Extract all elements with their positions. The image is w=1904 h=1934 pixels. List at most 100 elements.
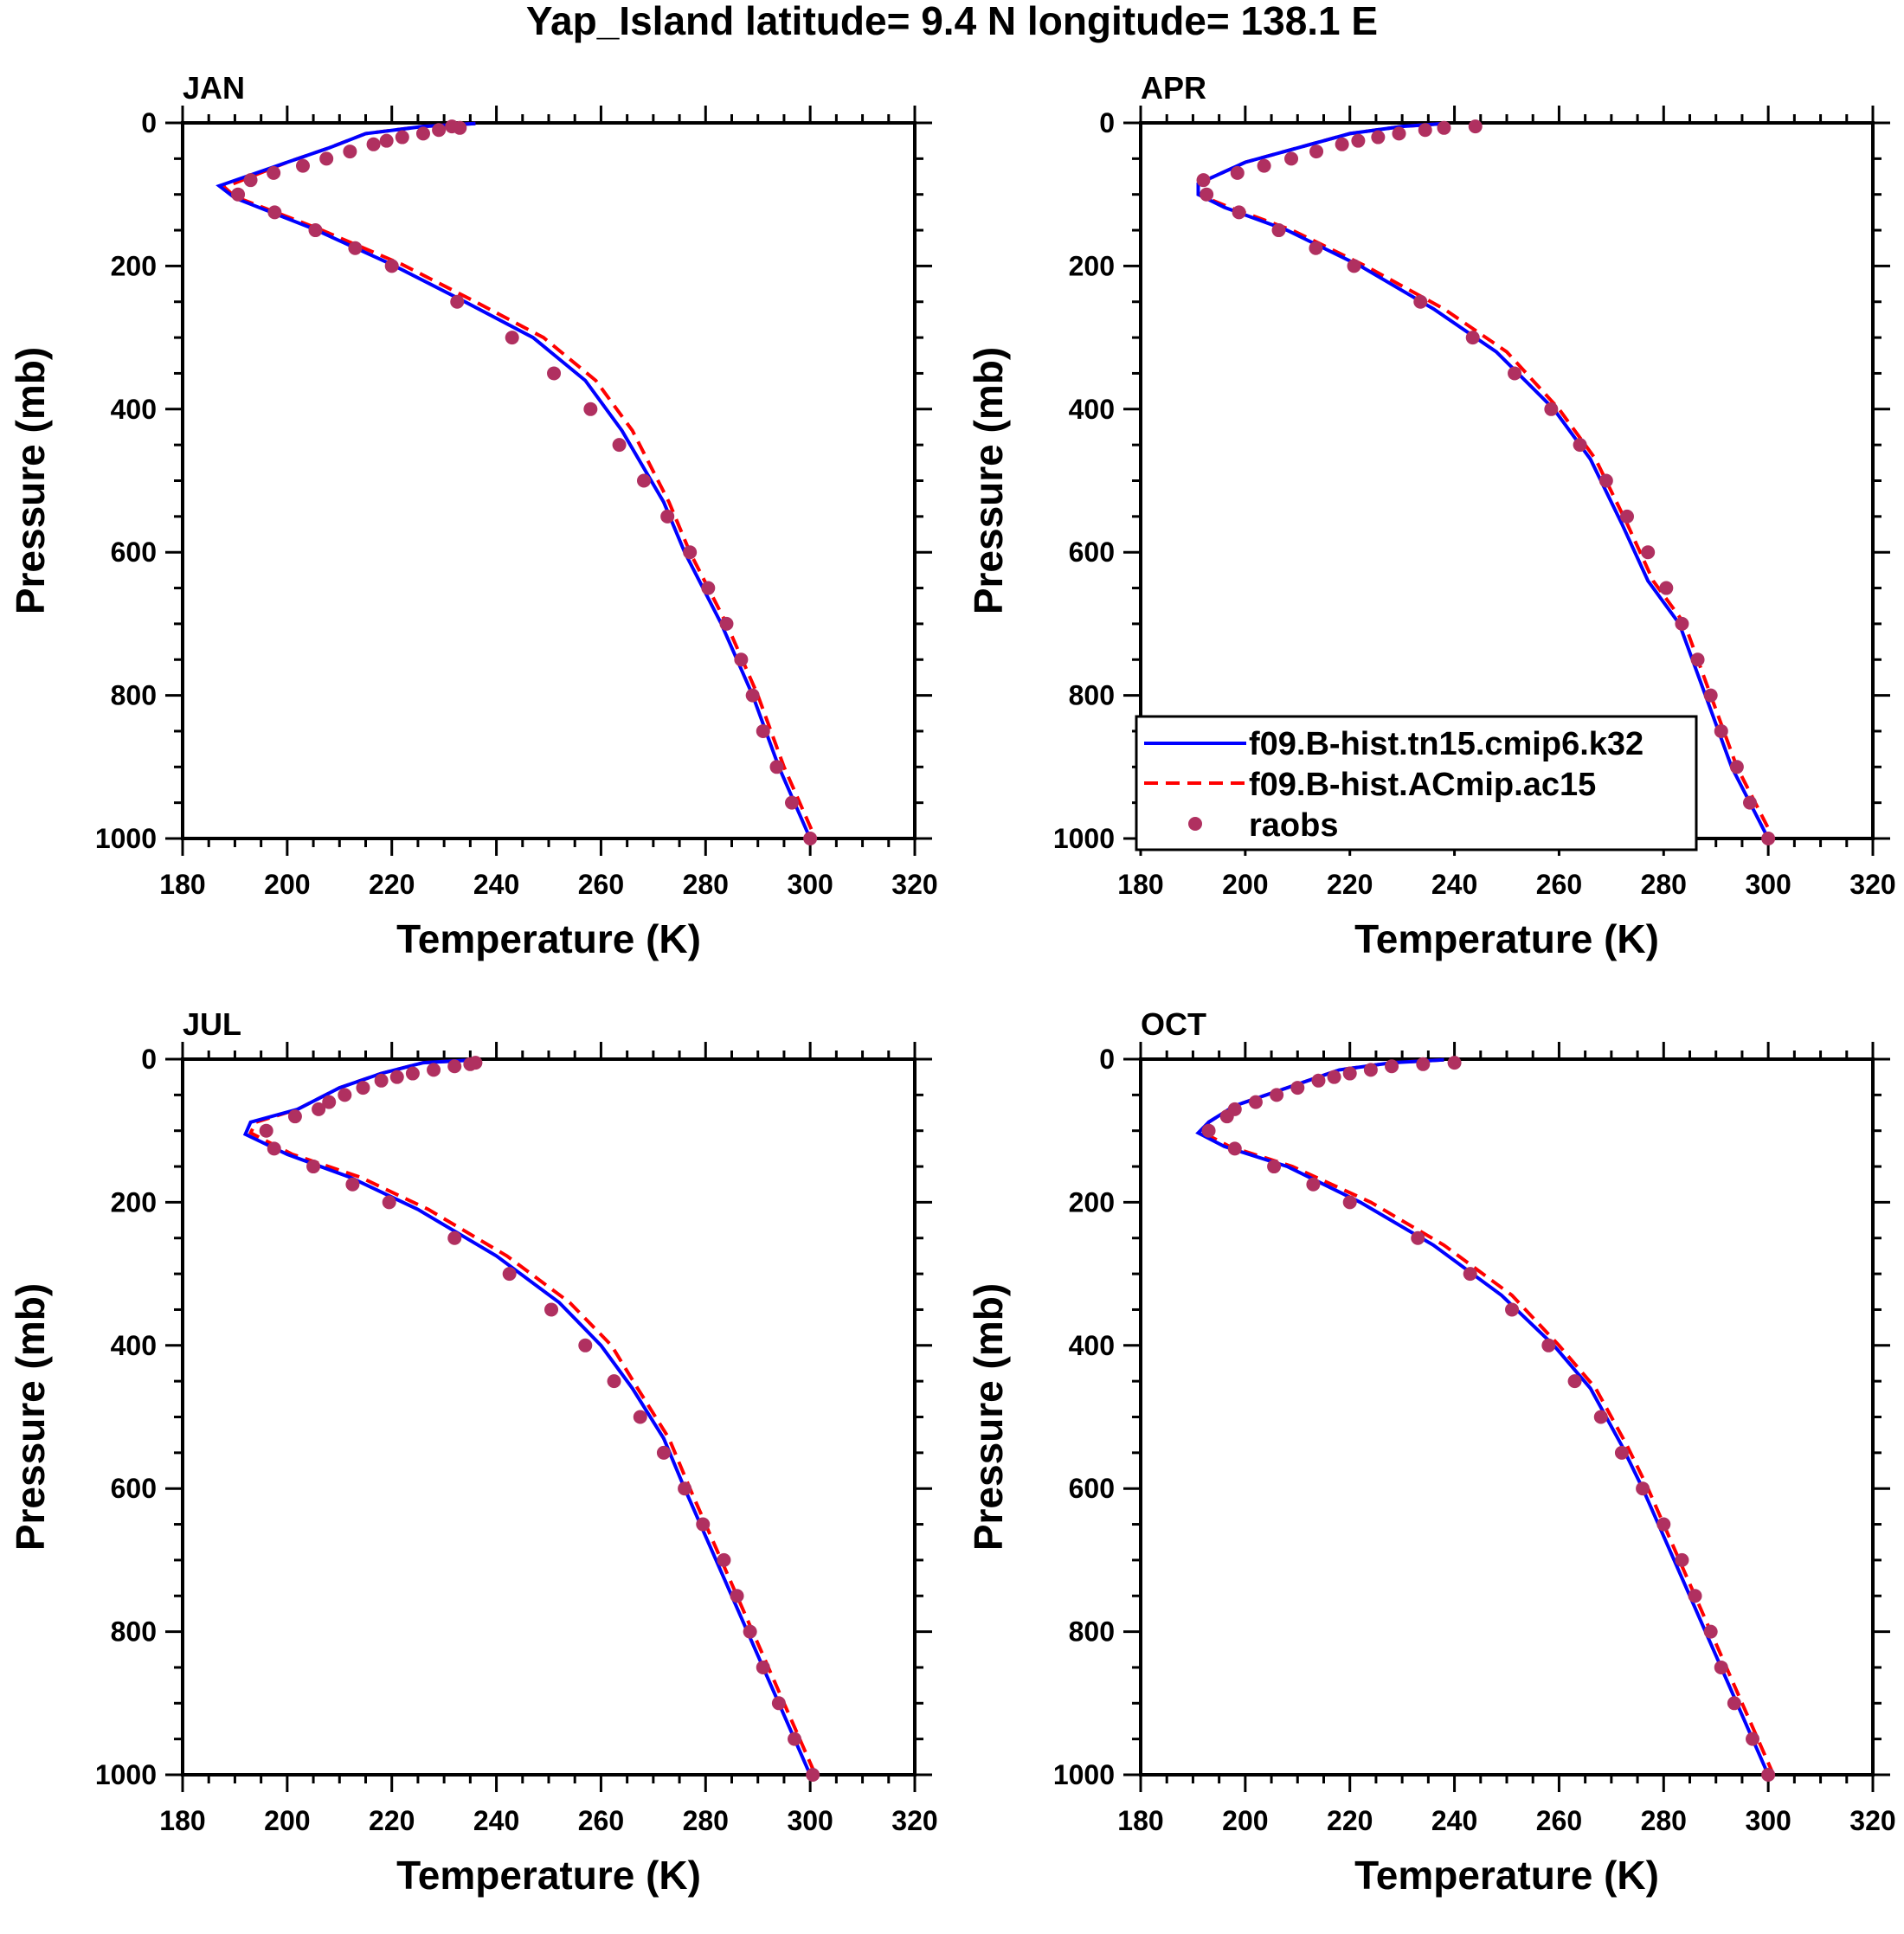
y-tick-label: 1000 [1053, 1759, 1115, 1790]
raobs-point [1761, 832, 1776, 845]
x-tick-label: 320 [891, 1805, 937, 1836]
raobs-point [267, 1141, 281, 1156]
raobs-point [1271, 223, 1286, 238]
x-tick-label: 220 [369, 869, 415, 900]
y-tick-label: 400 [111, 1330, 157, 1361]
raobs-point [382, 1195, 396, 1210]
x-tick-label: 260 [578, 1805, 624, 1836]
raobs-point [1257, 158, 1271, 173]
raobs-point [1327, 1070, 1341, 1084]
series-line-ac15 [1200, 1057, 1776, 1776]
raobs-point [1567, 1374, 1582, 1389]
x-tick-label: 240 [473, 869, 519, 900]
x-tick-label: 320 [891, 869, 937, 900]
panel-oct: 180 200 220 240 260 280 300 320 0 200 400 600 800 100… [966, 1006, 1896, 1898]
raobs-point [405, 1066, 420, 1081]
raobs-point [1309, 241, 1323, 255]
x-tick-label: 180 [159, 869, 205, 900]
x-tick-label: 200 [1222, 1805, 1268, 1836]
y-axis-title: Pressure (mb) [8, 347, 53, 614]
raobs-point [1347, 259, 1361, 273]
x-tick-label: 220 [1327, 1805, 1373, 1836]
raobs-point [445, 119, 460, 134]
x-tick-label: 240 [473, 1805, 519, 1836]
x-tick-label: 180 [1117, 1805, 1163, 1836]
raobs-point [1227, 1141, 1242, 1156]
raobs-point [1200, 187, 1214, 202]
panel-jan: 180 200 220 240 260 280 300 320 0 200 400 600 800 100… [8, 70, 938, 961]
raobs-point [356, 1081, 370, 1096]
raobs-point [730, 1589, 744, 1603]
raobs-point [1342, 1066, 1357, 1081]
x-tick-label: 320 [1849, 869, 1895, 900]
raobs-point [1284, 151, 1299, 166]
raobs-point [544, 1302, 559, 1317]
raobs-point [348, 241, 363, 255]
x-axis-title: Temperature (K) [1354, 916, 1659, 961]
x-axis-title: Temperature (K) [396, 1853, 701, 1898]
y-axis-title: Pressure (mb) [966, 1283, 1011, 1551]
raobs-point [1270, 1088, 1284, 1102]
x-tick-label: 200 [264, 869, 310, 900]
raobs-point [384, 259, 399, 273]
raobs-point [1447, 1056, 1462, 1070]
raobs-point [1267, 1160, 1282, 1174]
y-tick-label: 400 [1069, 394, 1115, 425]
raobs-point [343, 145, 357, 159]
plot-frame [181, 121, 917, 840]
x-axis-title: Temperature (K) [396, 916, 701, 961]
x-tick-label: 280 [1641, 869, 1687, 900]
y-tick-label: 1000 [1053, 823, 1115, 854]
legend-box [1135, 715, 1698, 851]
raobs-point [1505, 1302, 1520, 1317]
y-tick-label: 0 [1099, 107, 1115, 138]
raobs-point [1675, 1552, 1689, 1567]
x-tick-label: 240 [1431, 1805, 1477, 1836]
panel-label: APR [1141, 70, 1206, 106]
chart-title: Yap_Island latitude= 9.4 N longitude= 13… [526, 0, 1378, 43]
panel-label: JAN [183, 70, 245, 106]
raobs-point [633, 1410, 647, 1424]
raobs-point [1636, 1481, 1650, 1496]
raobs-point [1248, 1095, 1263, 1109]
raobs-point [1619, 509, 1634, 524]
y-tick-label: 200 [1069, 250, 1115, 281]
y-tick-label: 800 [111, 1616, 157, 1648]
y-tick-label: 800 [1069, 1616, 1115, 1648]
x-tick-label: 280 [683, 869, 729, 900]
y-axis-title: Pressure (mb) [8, 1283, 53, 1551]
y-tick-label: 0 [141, 1044, 157, 1075]
series-line-ac15 [248, 1057, 818, 1776]
raobs-point [1201, 1123, 1216, 1138]
raobs-point [1306, 1177, 1321, 1192]
raobs-point [1309, 145, 1324, 159]
y-tick-label: 400 [111, 394, 157, 425]
x-tick-label: 320 [1849, 1805, 1895, 1836]
raobs-point [1311, 1073, 1326, 1088]
raobs-point [505, 331, 519, 345]
x-tick-label: 300 [787, 1805, 833, 1836]
panel-label: JUL [183, 1006, 241, 1042]
raobs-point [389, 1070, 404, 1084]
y-axis-title: Pressure (mb) [966, 347, 1011, 614]
raobs-point [1714, 1660, 1728, 1674]
raobs-point [1418, 123, 1432, 138]
raobs-point [1416, 1057, 1431, 1071]
plot-frame [1139, 1057, 1875, 1777]
y-tick-label: 1000 [95, 823, 157, 854]
raobs-point [447, 1059, 462, 1074]
raobs-point [1729, 760, 1744, 774]
raobs-point [1290, 1081, 1305, 1096]
raobs-point [1342, 1195, 1357, 1210]
x-tick-label: 200 [1222, 869, 1268, 900]
raobs-point [803, 832, 818, 845]
raobs-point [319, 151, 334, 166]
x-tick-label: 300 [1745, 1805, 1791, 1836]
raobs-point [1437, 120, 1451, 135]
raobs-point [1656, 1517, 1671, 1532]
y-tick-label: 200 [111, 250, 157, 281]
legend-entry: f09.B-hist.ACmip.ac15 [1249, 767, 1596, 803]
raobs-point [1703, 1624, 1718, 1639]
y-tick-label: 0 [141, 107, 157, 138]
